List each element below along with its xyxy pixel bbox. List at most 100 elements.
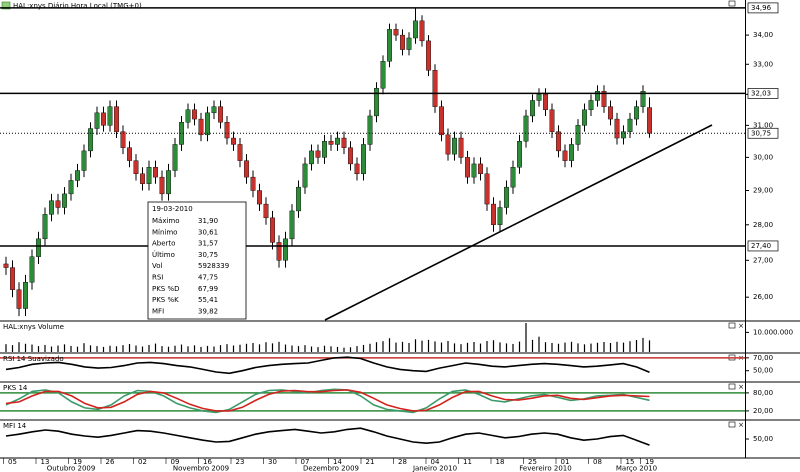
candle-body xyxy=(582,109,587,126)
info-value: 5928339 xyxy=(198,262,229,270)
candle-body xyxy=(543,94,548,110)
volume-bar xyxy=(11,345,14,352)
volume-bar xyxy=(492,340,495,352)
volume-bar xyxy=(349,347,352,352)
candle-body xyxy=(510,167,516,188)
y-tick-label: 30,00 xyxy=(753,153,773,161)
volume-bar xyxy=(499,342,501,352)
volume-bar xyxy=(622,342,625,352)
volume-bar xyxy=(57,345,59,352)
volume-bar xyxy=(460,344,462,352)
panel-close-button xyxy=(728,322,736,329)
volume-bar xyxy=(135,345,137,352)
volume-bar xyxy=(200,346,202,352)
volume-bar xyxy=(408,342,410,352)
candle-body xyxy=(354,163,360,175)
volume-bar xyxy=(427,339,430,352)
volume-bar xyxy=(148,344,150,352)
volume-bar xyxy=(70,345,72,352)
volume-bar xyxy=(323,345,326,352)
indicator-line xyxy=(5,356,650,375)
x-tick-label: 14 xyxy=(333,458,342,466)
candle-body xyxy=(601,91,607,107)
x-tick-label: 04 xyxy=(431,458,440,466)
volume-bar xyxy=(564,342,566,352)
volume-bar xyxy=(102,346,105,352)
candle-body xyxy=(250,176,256,191)
x-tick-label: 16 xyxy=(203,458,212,466)
candle-body xyxy=(309,150,314,165)
candle-body xyxy=(218,106,223,123)
x-tick-label: 23 xyxy=(236,458,245,466)
candle-body xyxy=(497,207,503,225)
volume-bar xyxy=(583,344,586,352)
candle-body xyxy=(224,122,230,139)
candle-body xyxy=(153,167,158,178)
volume-bar xyxy=(551,342,553,352)
candle-body xyxy=(426,40,431,71)
candle-body xyxy=(101,112,106,126)
volume-bar xyxy=(414,339,417,352)
volume-bar xyxy=(219,345,222,352)
y-tick-label: 29,00 xyxy=(753,187,773,195)
candle-body xyxy=(237,144,243,161)
info-value: 31,90 xyxy=(198,217,218,225)
panel-title: PKS 14 xyxy=(3,384,28,392)
candle-body xyxy=(244,160,249,178)
candle-body xyxy=(387,29,392,62)
candle-body xyxy=(257,190,262,205)
candle-body xyxy=(400,34,405,50)
candle-body xyxy=(120,131,126,148)
panel-title: RSI 14 Suavizado xyxy=(3,355,64,363)
volume-bar xyxy=(89,345,92,352)
volume-bar xyxy=(96,346,98,352)
volume-bar xyxy=(473,342,475,352)
candle-body xyxy=(439,106,444,136)
info-value: 55,41 xyxy=(198,296,218,304)
volume-bar xyxy=(245,343,248,352)
candle-body xyxy=(192,109,197,120)
panel-close-x: × xyxy=(738,383,744,391)
candle-body xyxy=(276,242,282,261)
level-label: 34,96 xyxy=(751,4,772,12)
x-tick-label: 08 xyxy=(593,458,602,466)
x-tick-label: 07 xyxy=(301,458,310,466)
volume-bar xyxy=(616,341,618,352)
candle-body xyxy=(283,238,288,261)
candle-body xyxy=(471,163,477,178)
volume-bar xyxy=(635,340,638,352)
volume-bar xyxy=(44,344,46,352)
x-tick-label: 15 xyxy=(626,458,635,466)
volume-bar xyxy=(544,342,547,352)
candle-body xyxy=(322,141,327,158)
volume-bar xyxy=(401,341,404,352)
volume-bar xyxy=(239,344,241,352)
candle-body xyxy=(198,118,204,136)
candle-body xyxy=(621,131,626,139)
volume-bar xyxy=(609,342,612,352)
level-label-box xyxy=(747,240,779,252)
candle-body xyxy=(491,203,496,225)
y-tick-label: 28,00 xyxy=(753,221,773,229)
info-label: RSI xyxy=(152,274,163,282)
volume-bar xyxy=(278,341,280,352)
candle-body xyxy=(562,150,568,161)
y-tick-label: 70,00 xyxy=(753,354,773,362)
candle-body xyxy=(419,20,425,42)
y-tick-label: 10.000.000 xyxy=(753,328,793,336)
volume-bar xyxy=(336,346,339,352)
volume-bar xyxy=(421,340,423,352)
x-tick-label: 18 xyxy=(496,458,505,466)
candle-body xyxy=(549,109,555,132)
candle-body xyxy=(133,160,139,175)
candle-body xyxy=(94,112,100,129)
volume-bar xyxy=(310,346,313,352)
volume-bar xyxy=(174,345,176,352)
candle-body xyxy=(614,118,620,139)
panel-title: HAL:xnys Volume xyxy=(3,323,64,331)
candle-body xyxy=(55,200,61,208)
month-label: Janeiro 2010 xyxy=(412,465,457,472)
info-value: 30,61 xyxy=(198,228,218,236)
chart-icon[interactable] xyxy=(1,1,11,10)
